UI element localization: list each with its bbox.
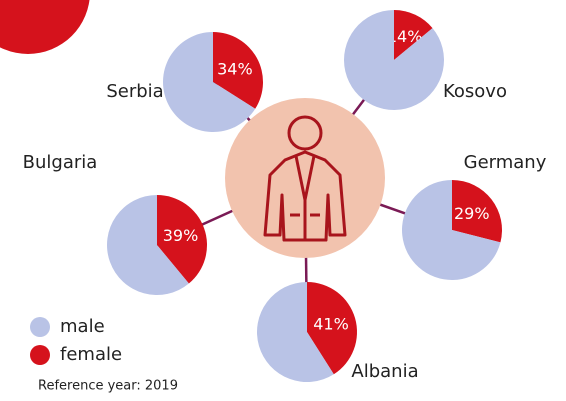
legend-label: male <box>60 316 105 337</box>
pie-slice <box>106 195 189 295</box>
pie-slice <box>394 10 433 60</box>
pie-slice <box>163 32 256 132</box>
country-label: Albania <box>351 361 418 382</box>
pie-slice <box>401 180 501 281</box>
note: Reference year: 2019 <box>38 379 178 394</box>
legend-swatch <box>30 345 50 365</box>
country-label: Bulgaria <box>23 152 98 173</box>
corner-blob <box>0 0 90 54</box>
pie-slice <box>343 10 444 111</box>
value-label: 29% <box>454 204 490 223</box>
country-label: Kosovo <box>443 81 507 102</box>
pie-slice <box>307 282 358 375</box>
country-label: Germany <box>464 152 547 173</box>
pie-slice <box>452 180 502 243</box>
value-label: 14% <box>387 27 423 46</box>
pie-slice <box>257 282 334 382</box>
pie-slice <box>213 32 263 109</box>
legend-label: female <box>60 344 122 365</box>
value-label: 39% <box>163 226 199 245</box>
value-label: 34% <box>217 59 253 78</box>
value-label: 41% <box>313 315 349 334</box>
country-label: Serbia <box>106 81 163 102</box>
pie-slice <box>157 195 207 284</box>
person-icon <box>263 115 347 242</box>
legend-swatch <box>30 317 50 337</box>
